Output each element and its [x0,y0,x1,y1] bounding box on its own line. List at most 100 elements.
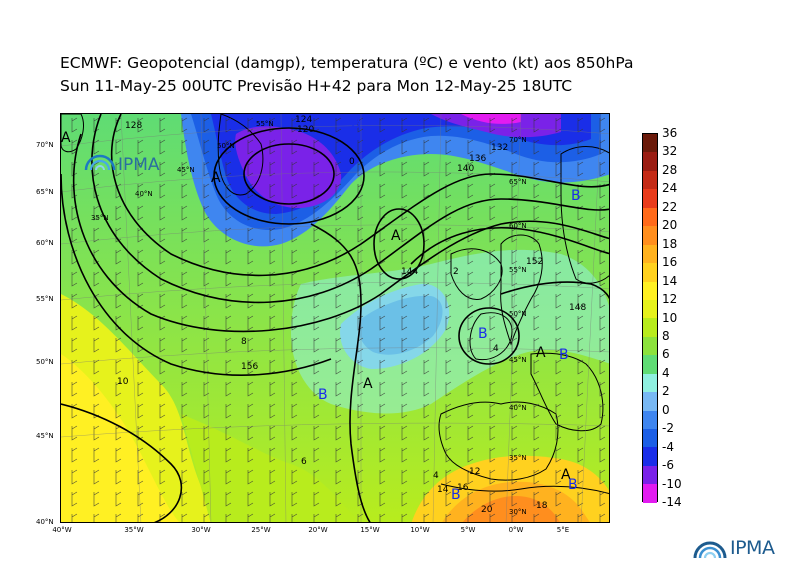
ipma-logo-icon [693,541,727,559]
geopotential-contours [61,114,609,522]
lon-label: 10°W [410,526,430,534]
contour-label: 2 [453,267,459,277]
colorbar-segment [643,299,657,319]
colorbar-segment [643,429,657,448]
grid-label: 50°N [509,310,527,318]
colorbar-segment [643,355,657,374]
colorbar-segment [643,226,657,245]
contour-label: 10 [117,377,129,387]
high-marker: A [561,467,571,483]
low-marker: B [568,477,578,493]
colorbar-segment [643,134,657,153]
lat-label: 70°N [36,141,54,149]
colorbar-segment [643,263,657,282]
grid-label: 50°N [217,142,235,150]
lon-label: 0°W [508,526,524,534]
lon-label: 40°W [52,526,72,534]
lat-label: 55°N [36,295,54,303]
contour [91,114,609,304]
colorbar-segment [643,373,657,393]
grid-label: 70°N [509,136,527,144]
contour-label: 8 [241,337,247,347]
contour-label: 6 [301,457,307,467]
contour [61,403,183,522]
contour [61,173,332,376]
contour [310,223,371,522]
ipma-logo-text: IPMA [730,537,775,559]
map-ipma-logo: IPMA [84,154,160,175]
contour-label: 148 [569,303,586,313]
grid-label: 55°N [509,266,527,274]
colorbar-segment [643,170,657,190]
colorbar-segment [643,465,657,485]
colorbar-label: 2 [662,384,670,399]
colorbar-label: 32 [662,144,678,159]
low-marker: B [318,387,328,403]
colorbar-label: -2 [662,421,674,436]
low-marker: B [559,347,569,363]
lon-label: 15°W [360,526,380,534]
colorbar-label: 10 [662,310,678,325]
low-marker: B [478,326,488,342]
grid-label: 45°N [177,166,195,174]
contour-label: 136 [469,154,486,164]
contour-label: 20 [481,505,493,515]
high-marker: A [536,345,546,361]
colorbar-segment [643,152,657,171]
lat-label: 65°N [36,188,54,196]
colorbar-segment [643,189,657,208]
grid-label: 55°N [256,120,274,128]
map-title-line-2: Sun 11-May-25 00UTC Previsão H+42 para M… [60,77,573,95]
contour-low-core [243,143,335,205]
contour-label: 128 [125,121,142,131]
contour-label: 4 [493,344,499,354]
wind-barbs [61,114,609,522]
colorbar-label: -4 [662,439,674,454]
high-marker: A [391,228,401,244]
colorbar-segment [643,207,657,227]
contour [72,133,609,333]
contour-low-ring [213,127,365,225]
grid-label: 30°N [509,508,527,516]
colorbar-label: 24 [662,181,678,196]
colorbar-label: 8 [662,328,670,343]
contour [110,114,609,277]
contour-label: 140 [457,164,474,174]
colorbar-label: 6 [662,347,670,362]
lon-label: 25°W [251,526,271,534]
low-marker: B [351,116,361,132]
lat-label: 50°N [36,358,54,366]
colorbar-segment [643,392,657,411]
colorbar-label: 36 [662,126,678,140]
colorbar-label: -6 [662,458,674,473]
contour-label: 12 [469,467,480,477]
colorbar-label: 4 [662,365,670,380]
colorbar-label: 28 [662,162,678,177]
colorbar-label: 22 [662,199,678,214]
colorbar-label: 20 [662,218,678,233]
lat-label: 45°N [36,432,54,440]
contour-low-europe [458,307,520,365]
colorbar-label: 14 [662,273,678,288]
grid-label: 40°N [135,190,153,198]
map-title-line-1: ECMWF: Geopotencial (damgp), temperatura… [60,54,634,72]
contour-label: 124 [295,115,312,125]
lat-label: 60°N [36,239,54,247]
contour-label: 14 [437,485,449,495]
contour-label: 132 [491,143,508,153]
colorbar-segment [643,281,657,300]
contour-label: 16 [457,483,469,493]
colorbar-label: 18 [662,236,678,251]
contour-label: 18 [536,501,548,511]
contour-high [373,208,425,280]
grid-label: 40°N [509,404,527,412]
colorbar-label: 12 [662,292,678,307]
contour [410,226,609,265]
high-marker: A [211,170,221,186]
temperature-colorbar [642,133,658,503]
colorbar-segment [643,244,657,264]
forecast-map[interactable]: IPMA A A A A A A B B B B B B B 128 124 1… [60,113,610,523]
colorbar-label: -14 [662,495,682,509]
grid-label: 35°N [509,454,527,462]
contour-label: 152 [526,257,543,267]
